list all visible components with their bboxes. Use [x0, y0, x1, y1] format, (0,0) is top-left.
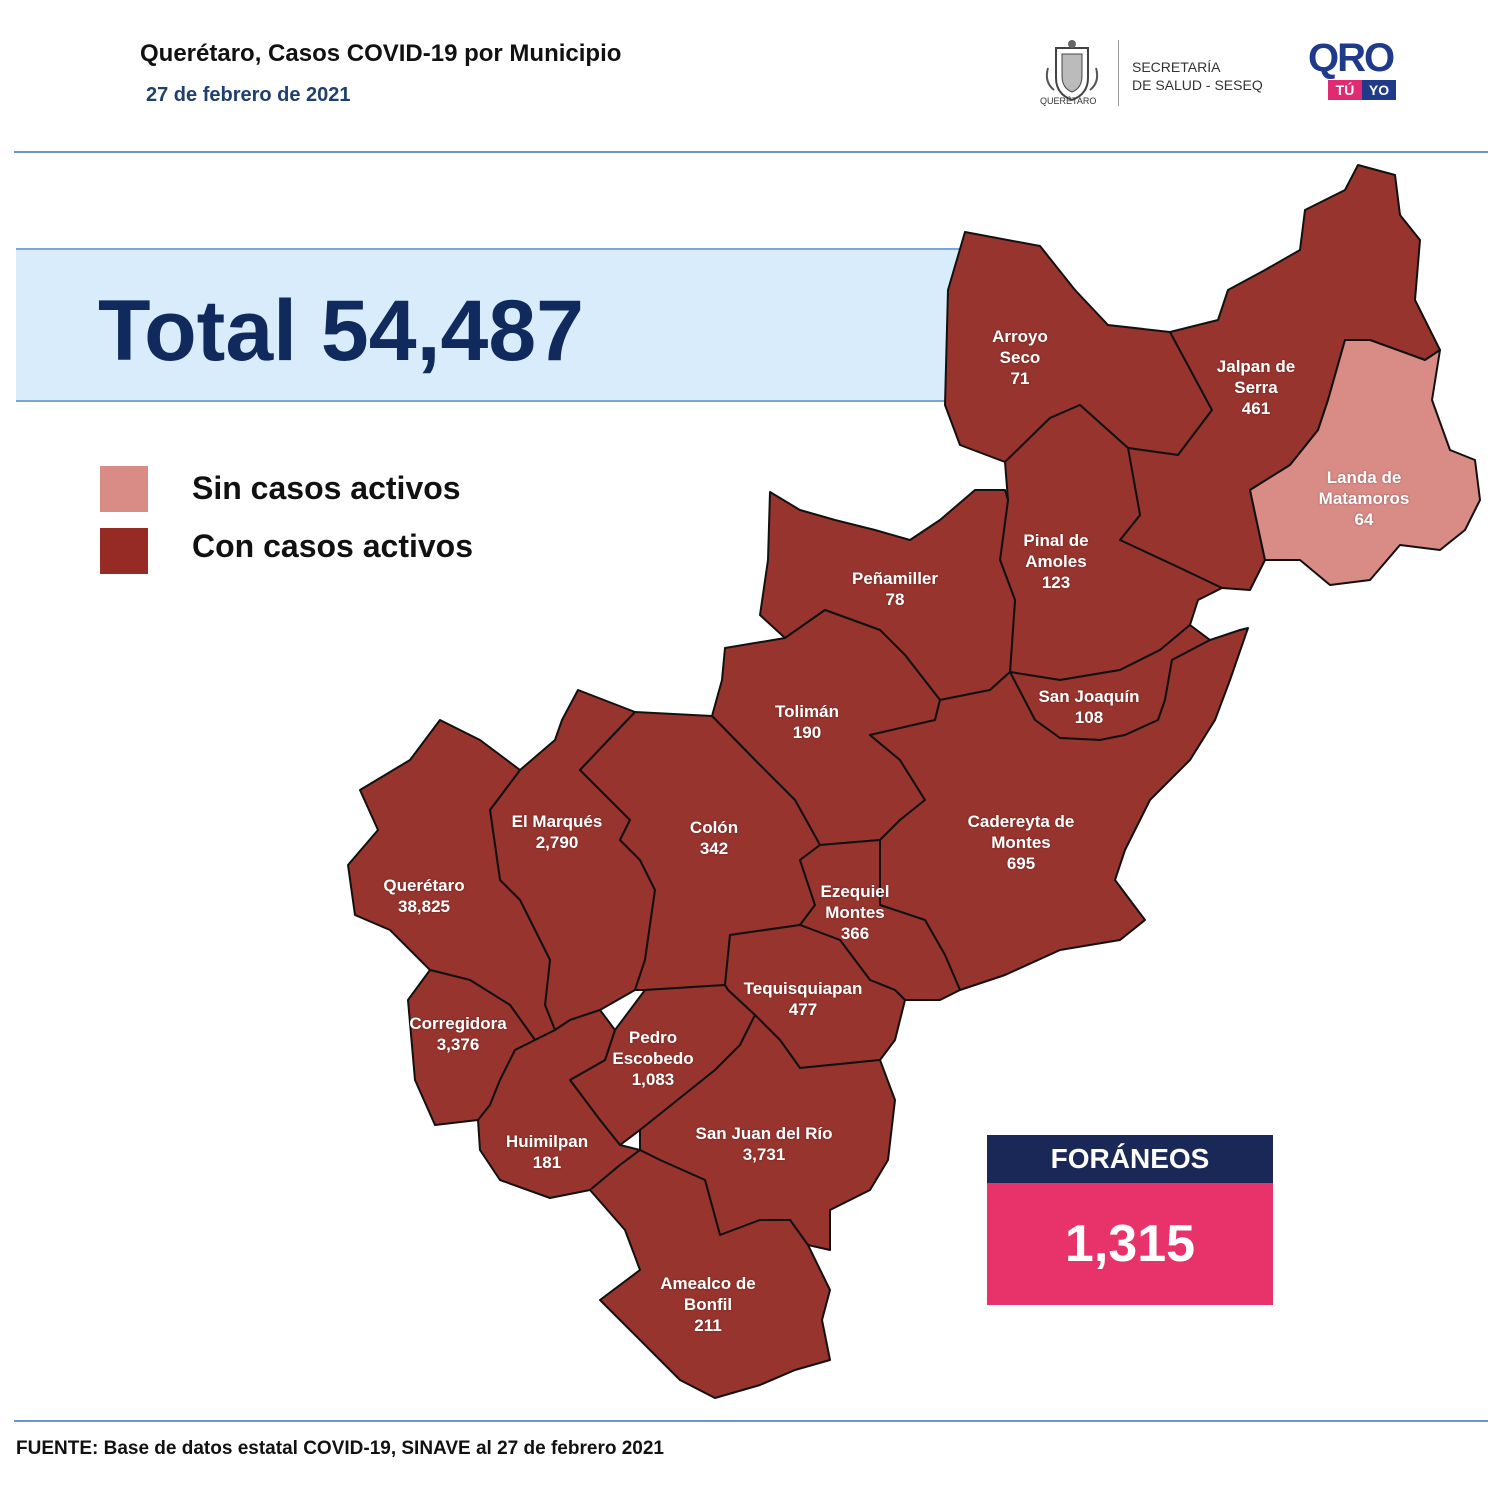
- municipio-name: Arroyo Seco: [992, 327, 1048, 367]
- municipio-name: Peñamiller: [852, 569, 938, 588]
- label-ezequiel-montes: Ezequiel Montes 366: [821, 881, 890, 944]
- municipio-name: San Juan del Río: [695, 1124, 833, 1143]
- municipio-name: Colón: [689, 818, 739, 837]
- header-divider: [14, 151, 1488, 153]
- municipio-name: Tolimán: [775, 702, 839, 721]
- municipio-cases: 78: [885, 590, 905, 609]
- region-cadereyta: [869, 627, 1249, 991]
- label-penamiller: Peñamiller 78: [852, 568, 938, 610]
- municipio-name: Pedro Escobedo: [612, 1028, 694, 1068]
- label-colon: Colón 342: [690, 817, 738, 859]
- label-pinal-de-amoles: Pinal de Amoles 123: [1023, 530, 1088, 593]
- municipio-cases: 366: [840, 924, 870, 943]
- municipio-name: Pinal de Amoles: [1023, 531, 1089, 571]
- municipio-cases: 71: [1010, 369, 1030, 388]
- municipio-cases: 477: [788, 1000, 818, 1019]
- label-arroyo-seco: Arroyo Seco 71: [992, 326, 1048, 389]
- region-huimilpan: [477, 1009, 641, 1199]
- label-pedro-escobedo: Pedro Escobedo 1,083: [612, 1027, 693, 1090]
- qro-brand-tag: TÚ YO: [1328, 80, 1400, 100]
- qro-tag-yo: YO: [1362, 80, 1396, 100]
- total-cases: Total 54,487: [98, 283, 584, 379]
- municipio-cases: 461: [1241, 399, 1271, 418]
- label-amealco: Amealco de Bonfil 211: [660, 1273, 755, 1336]
- municipio-cases: 3,376: [436, 1035, 480, 1054]
- foraneos-label: FORÁNEOS: [987, 1135, 1273, 1183]
- label-queretaro: Querétaro 38,825: [383, 875, 464, 917]
- legend-swatch-active: [100, 528, 148, 574]
- municipio-cases: 108: [1074, 708, 1104, 727]
- label-corregidora: Corregidora 3,376: [409, 1013, 506, 1055]
- municipio-cases: 1,083: [631, 1070, 675, 1089]
- foraneos-value: 1,315: [987, 1183, 1273, 1305]
- report-date: 27 de febrero de 2021: [146, 84, 351, 106]
- municipio-name: Landa de Matamoros: [1318, 468, 1410, 508]
- municipio-name: Querétaro: [383, 876, 465, 895]
- footer-divider: [14, 1420, 1488, 1422]
- qro-brand-logo: QRO TÚ YO: [1308, 36, 1396, 100]
- municipio-cases: 695: [1006, 854, 1036, 873]
- qro-brand-word: QRO: [1308, 36, 1395, 80]
- label-san-juan-del-rio: San Juan del Río 3,731: [696, 1123, 833, 1165]
- municipio-cases: 190: [792, 723, 822, 742]
- municipio-name: Amealco de Bonfil: [660, 1274, 756, 1314]
- municipio-name: Jalpan de Serra: [1216, 357, 1296, 397]
- municipio-name: Tequisquiapan: [743, 979, 863, 998]
- region-landa-de-matamoros: [1249, 339, 1481, 586]
- page-title: Querétaro, Casos COVID-19 por Municipio: [140, 40, 622, 67]
- qro-tag-tu: TÚ: [1328, 80, 1362, 100]
- municipio-cases: 3,731: [742, 1145, 786, 1164]
- municipio-name: Ezequiel Montes: [820, 882, 890, 922]
- municipio-cases: 2,790: [535, 833, 579, 852]
- municipio-name: Huimilpan: [505, 1132, 589, 1151]
- municipio-cases: 211: [694, 1316, 722, 1335]
- label-landa-de-matamoros: Landa de Matamoros 64: [1319, 467, 1410, 530]
- label-tequisquiapan: Tequisquiapan 477: [744, 978, 863, 1020]
- label-san-joaquin: San Joaquín 108: [1038, 686, 1139, 728]
- municipio-cases: 123: [1041, 573, 1071, 592]
- gov-caption: QUERÉTARO: [1040, 96, 1097, 106]
- municipio-name: San Joaquín: [1038, 687, 1140, 706]
- secretaria-line2: DE SALUD - SESEQ: [1132, 77, 1263, 93]
- region-amealco: [589, 1149, 831, 1399]
- label-huimilpan: Huimilpan 181: [506, 1131, 588, 1173]
- municipio-name: Corregidora: [409, 1014, 507, 1033]
- secretaria-line1: SECRETARÍA: [1132, 59, 1221, 75]
- municipio-cases: 181: [532, 1153, 562, 1172]
- legend-swatch-inactive: [100, 466, 148, 512]
- label-el-marques: El Marqués 2,790: [512, 811, 603, 853]
- legend-label-active: Con casos activos: [192, 528, 473, 564]
- label-cadereyta: Cadereyta de Montes 695: [968, 811, 1075, 874]
- total-band: [16, 248, 976, 402]
- municipio-cases: 38,825: [398, 897, 450, 916]
- legend-label-inactive: Sin casos activos: [192, 470, 461, 506]
- foraneos-box: FORÁNEOS 1,315: [987, 1135, 1273, 1305]
- municipio-cases: 342: [699, 839, 729, 858]
- label-toliman: Tolimán 190: [775, 701, 839, 743]
- municipio-name: El Marqués: [511, 812, 603, 831]
- municipio-cases: 64: [1354, 510, 1374, 529]
- municipio-name: Cadereyta de Montes: [967, 812, 1075, 852]
- logo-divider: [1118, 40, 1119, 106]
- source-note: FUENTE: Base de datos estatal COVID-19, …: [16, 1438, 664, 1459]
- label-jalpan-de-serra: Jalpan de Serra 461: [1217, 356, 1295, 419]
- state-coat-of-arms-icon: [1045, 40, 1099, 102]
- secretaria-logo-text: SECRETARÍA DE SALUD - SESEQ: [1132, 58, 1263, 94]
